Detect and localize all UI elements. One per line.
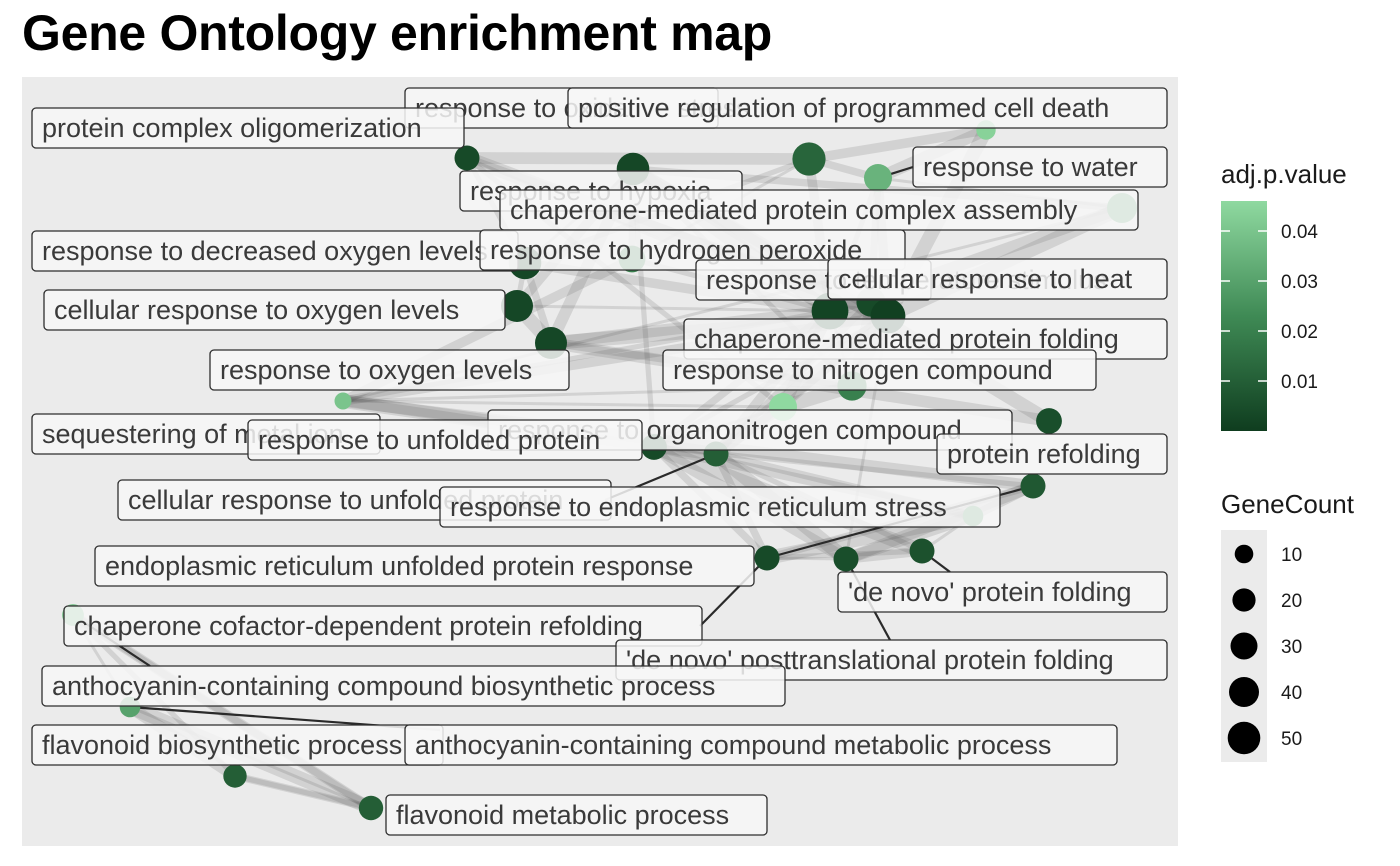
- label-text: response to unfolded protein: [258, 425, 600, 455]
- color-legend-tick-label: 0.04: [1281, 222, 1318, 243]
- label-protein-complex-oligomerization: protein complex oligomerization: [31, 107, 465, 149]
- label-text: chaperone-mediated protein folding: [694, 324, 1119, 354]
- node-cellular-response-to-unfolded-protein: [1020, 473, 1046, 499]
- size-legend-label: 40: [1281, 683, 1302, 704]
- size-legend-key: [1232, 588, 1256, 612]
- label-box: [43, 289, 506, 331]
- node-protein-complex-oligomerization: [454, 145, 480, 171]
- label-text: endoplasmic reticulum unfolded protein r…: [105, 551, 693, 581]
- label-chaperone-mediated-protein-complex-assembly: chaperone-mediated protein complex assem…: [499, 189, 1139, 231]
- label-text: protein complex oligomerization: [42, 113, 422, 143]
- labels-layer: response to oxidative stresspositive reg…: [31, 87, 1168, 836]
- label-cellular-response-to-oxygen-levels: cellular response to oxygen levels: [43, 289, 506, 331]
- label-box: [837, 571, 1168, 613]
- label-box: [63, 605, 703, 647]
- node-cellular-response-to-oxygen-levels: [501, 290, 533, 322]
- label-text: flavonoid biosynthetic process: [42, 730, 402, 760]
- label-flavonoid-biosynthetic-process: flavonoid biosynthetic process: [31, 724, 444, 766]
- label-response-to-endoplasmic-reticulum-stress: response to endoplasmic reticulum stress: [439, 486, 1001, 528]
- size-legend-label: 10: [1281, 545, 1302, 566]
- edge: [231, 772, 375, 812]
- color-legend-tick-label: 0.01: [1281, 372, 1318, 393]
- edge: [841, 546, 927, 564]
- label-response-to-unfolded-protein: response to unfolded protein: [247, 419, 643, 461]
- size-legend-label: 30: [1281, 637, 1302, 658]
- label-positive-regulation-of-programmed-cell-death: positive regulation of programmed cell d…: [567, 87, 1168, 129]
- color-legend-tick-label: 0.03: [1281, 272, 1318, 293]
- size-legend-key: [1227, 721, 1261, 755]
- edge: [804, 125, 991, 164]
- size-legend-label: 20: [1281, 591, 1302, 612]
- label-text: response to endoplasmic reticulum stress: [450, 492, 947, 522]
- size-legend-key: [1234, 544, 1254, 564]
- label-response-to-oxygen-levels: response to oxygen levels: [209, 349, 570, 391]
- label-box: [936, 433, 1168, 475]
- label-text: response to decreased oxygen levels: [42, 236, 488, 266]
- page-title: Gene Ontology enrichment map: [22, 5, 773, 61]
- size-legend-key: [1230, 632, 1258, 660]
- edge: [232, 773, 374, 811]
- label-box: [662, 349, 1097, 391]
- label-box: [209, 349, 570, 391]
- edge: [341, 399, 785, 409]
- color-legend-tick-label: 0.02: [1281, 322, 1318, 343]
- node-de-novo-protein-folding: [833, 546, 859, 572]
- size-legend-title: GeneCount: [1221, 489, 1355, 519]
- label-text: cellular response to oxygen levels: [54, 295, 459, 325]
- label-box: [912, 146, 1168, 188]
- label-anthocyanin-containing-compound-metabolic-process: anthocyanin-containing compound metaboli…: [404, 724, 1118, 766]
- label-cellular-response-to-heat: cellular response to heat: [827, 258, 1168, 300]
- label-box: [827, 258, 1168, 300]
- label-box: [31, 107, 465, 149]
- node-flavonoid-metabolic-process: [358, 795, 384, 821]
- label-chaperone-mediated-protein-folding: chaperone-mediated protein folding: [683, 318, 1168, 360]
- edge: [520, 258, 835, 316]
- node-sequestering-of-metal-ion: [1036, 408, 1062, 434]
- node-endoplasmic-reticulum-unfolded-protein-response: [754, 545, 780, 571]
- color-legend-bar: [1221, 201, 1267, 431]
- label-text: cellular response to heat: [838, 264, 1133, 294]
- label-flavonoid-metabolic-process: flavonoid metabolic process: [385, 794, 768, 836]
- label-response-to-water: response to water: [912, 146, 1168, 188]
- label-text: positive regulation of programmed cell d…: [578, 93, 1109, 123]
- label-text: flavonoid metabolic process: [396, 800, 729, 830]
- label-text: 'de novo' protein folding: [848, 577, 1132, 607]
- label-text: chaperone-mediated protein complex assem…: [510, 195, 1078, 225]
- node-flavonoid-biosynthetic-process: [223, 764, 247, 788]
- label-box: [94, 545, 755, 587]
- label-text: response to nitrogen compound: [673, 355, 1053, 385]
- label-text: protein refolding: [947, 439, 1141, 469]
- label-box: [404, 724, 1118, 766]
- label-text: chaperone cofactor-dependent protein ref…: [74, 611, 643, 641]
- node-response-to-water: [864, 164, 892, 192]
- label-text: anthocyanin-containing compound biosynth…: [52, 671, 715, 701]
- label-response-to-nitrogen-compound: response to nitrogen compound: [662, 349, 1097, 391]
- label-endoplasmic-reticulum-unfolded-protein-response: endoplasmic reticulum unfolded protein r…: [94, 545, 755, 587]
- label-protein-refolding: protein refolding: [936, 433, 1168, 475]
- label-de-novo-protein-folding: 'de novo' protein folding: [837, 571, 1168, 613]
- node-response-to-heat: [334, 392, 352, 410]
- label-box: [567, 87, 1168, 129]
- label-box: [385, 794, 768, 836]
- color-legend: adj.p.value 0.01 0.02 0.03 0.04: [1221, 159, 1347, 431]
- label-leader-line: [699, 557, 768, 627]
- edge: [765, 556, 848, 561]
- label-response-to-decreased-oxygen-levels: response to decreased oxygen levels: [31, 230, 519, 272]
- node-de-novo-posttranslational-protein-folding: [909, 538, 935, 564]
- label-box: [247, 419, 643, 461]
- label-chaperone-cofactor-dependent-protein-refolding: chaperone cofactor-dependent protein ref…: [63, 605, 703, 647]
- size-legend: GeneCount 10 20 30 40 50: [1221, 489, 1355, 762]
- label-text: response to water: [923, 152, 1138, 182]
- edge: [515, 304, 832, 313]
- label-anthocyanin-containing-compound-biosynthetic-process: anthocyanin-containing compound biosynth…: [41, 665, 786, 707]
- label-box: [41, 665, 786, 707]
- node-response-to-oxidative-stress: [792, 142, 826, 176]
- label-box: [439, 486, 1001, 528]
- label-text: response to oxygen levels: [220, 355, 532, 385]
- size-legend-key: [1229, 677, 1259, 707]
- label-text: anthocyanin-containing compound metaboli…: [415, 730, 1051, 760]
- color-legend-title: adj.p.value: [1221, 159, 1347, 189]
- size-legend-label: 50: [1281, 729, 1302, 750]
